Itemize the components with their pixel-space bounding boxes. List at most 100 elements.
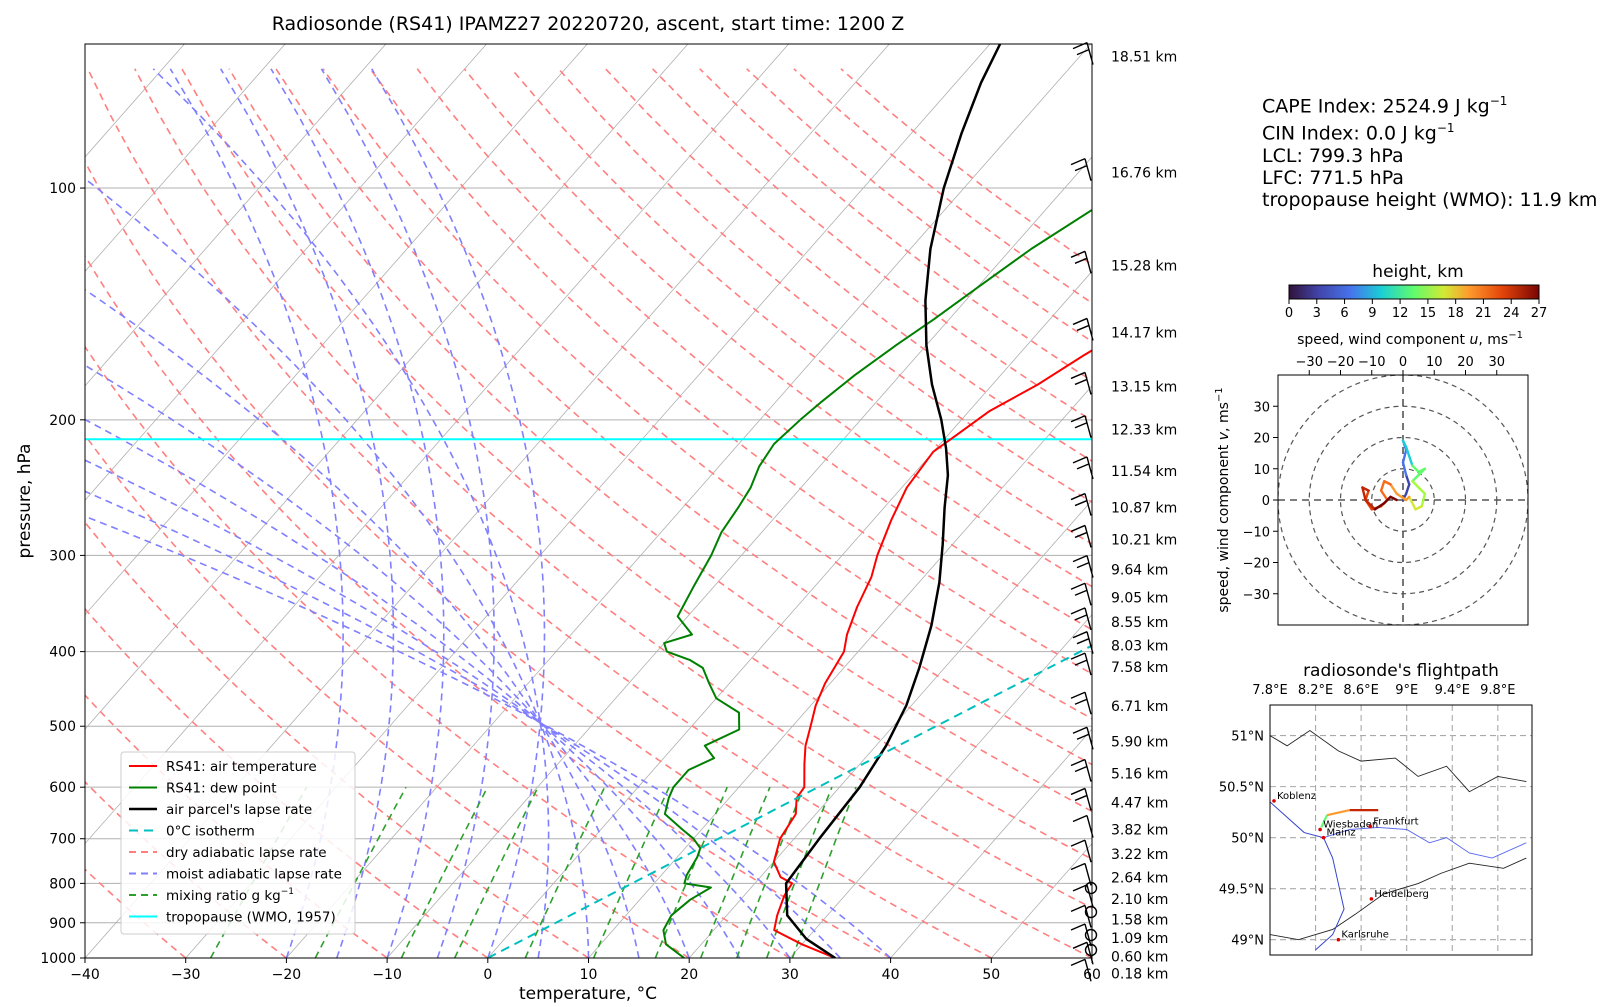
height-label: 0.60 km <box>1111 949 1168 965</box>
hodograph-ring <box>1339 436 1467 564</box>
hodograph-segment <box>1404 483 1411 495</box>
hodograph-segment <box>1361 486 1367 502</box>
colorbar-tick-label: 12 <box>1392 306 1409 321</box>
city-marker <box>1336 937 1341 942</box>
moist-adiabat <box>152 68 550 958</box>
hodograph-y-label: speed, wind component v, ms−1 <box>1214 387 1232 612</box>
wind-barb <box>1072 814 1094 838</box>
index-block: CAPE Index: 2524.9 J kg−1 CIN Index: 0.0… <box>1262 90 1597 211</box>
moist-adiabat <box>169 68 344 958</box>
y-tick-label: 700 <box>49 832 76 848</box>
flightpath-map: radiosonde's flightpath Koblenz Wiesbaden… <box>1219 661 1533 956</box>
wind-barb <box>1072 631 1094 654</box>
isotherm-line <box>386 156 1092 958</box>
isotherm-line <box>286 44 1092 958</box>
dry-adiabat <box>181 68 1092 860</box>
wind-barb <box>1072 941 1094 965</box>
mixing-ratio-line <box>699 786 771 958</box>
city-marker <box>1321 835 1326 840</box>
map-lon-label: 9.4°E <box>1435 683 1470 698</box>
map-lat-label: 50.5°N <box>1219 781 1264 796</box>
hodograph-x-tick-label: 30 <box>1488 355 1505 370</box>
city-marker <box>1272 799 1276 803</box>
height-labels: 18.51 km 16.76 km 15.28 km 14.17 km 13.15 km… <box>1111 50 1177 983</box>
wind-barb <box>1070 415 1092 438</box>
hodograph-segment <box>1404 445 1411 458</box>
y-tick-label: 600 <box>49 780 76 796</box>
wind-barb <box>1070 758 1092 782</box>
hodograph-segment <box>1389 483 1398 495</box>
height-label: 1.09 km <box>1111 931 1168 947</box>
colorbar-tick-label: 9 <box>1368 306 1376 321</box>
colorbar-ticks: 0 3 6 9 12 15 18 21 24 27 <box>1285 299 1547 321</box>
mixing-ratio-line <box>453 786 539 958</box>
city-label: Koblenz <box>1277 791 1316 802</box>
hodograph-segment <box>1411 473 1420 483</box>
hodograph-y-tick-label: 0 <box>1262 494 1270 509</box>
chart-title: Radiosonde (RS41) IPAMZ27 20220720, asce… <box>272 13 905 35</box>
lfc: LFC: 771.5 hPa <box>1262 166 1404 189</box>
wind-barb <box>1070 652 1092 676</box>
legend: RS41: air temperature RS41: dew point air … <box>120 751 356 935</box>
hodograph-segment <box>1401 461 1408 477</box>
hodograph-y-tick-label: −10 <box>1243 525 1270 540</box>
calm-wind-circle <box>1084 928 1098 942</box>
height-label: 10.87 km <box>1111 501 1177 517</box>
wind-barb <box>1070 158 1092 181</box>
isotherm-line <box>85 44 689 730</box>
height-label: 7.58 km <box>1111 660 1168 676</box>
dry-adiabat <box>510 68 1092 545</box>
isotherm-line <box>588 385 1092 958</box>
wind-barb <box>1072 317 1094 341</box>
wind-barb <box>1070 787 1092 811</box>
map-frame <box>1269 704 1533 956</box>
x-tick-label: 30 <box>781 967 799 983</box>
map-river <box>1323 826 1527 859</box>
x-tick-label: −20 <box>272 967 302 983</box>
legend-label: air parcel's lapse rate <box>166 802 312 818</box>
colorbar-tick-label: 3 <box>1313 306 1321 321</box>
height-label: 18.51 km <box>1111 50 1177 66</box>
height-label: 12.33 km <box>1111 423 1177 439</box>
colorbar-title: height, km <box>1372 262 1463 282</box>
height-label: 5.90 km <box>1111 734 1168 750</box>
dry-adiabat <box>85 868 187 958</box>
hodograph-x-tick-label: −20 <box>1327 355 1354 370</box>
isotherm-line <box>85 44 487 501</box>
mixing-ratio-line <box>400 786 489 958</box>
dry-adiabat <box>85 345 791 958</box>
wind-barb <box>1072 554 1094 578</box>
hodograph-segment <box>1379 480 1386 492</box>
wind-barb <box>1070 492 1092 516</box>
height-label: 2.64 km <box>1111 870 1168 886</box>
x-tick-label: 20 <box>680 967 698 983</box>
height-label: 4.47 km <box>1111 795 1168 811</box>
moist-adiabat <box>270 68 445 958</box>
x-tick-label: −30 <box>171 967 201 983</box>
height-label: 10.21 km <box>1111 532 1177 548</box>
moist-adiabat <box>85 418 741 958</box>
wind-barb <box>1072 456 1094 480</box>
map-lon-label: 9.8°E <box>1480 683 1515 698</box>
dry-adiabat <box>228 68 1092 813</box>
legend-label: RS41: dew point <box>166 781 277 797</box>
mixing-ratio-line <box>524 786 606 958</box>
height-label: 11.54 km <box>1111 464 1177 480</box>
moist-adiabat <box>220 68 395 958</box>
colorbar-tick-label: 21 <box>1475 306 1492 321</box>
city-label: Karlsruhe <box>1341 930 1389 941</box>
height-label: 0.18 km <box>1111 966 1168 982</box>
cape-index: CAPE Index: 2524.9 J kg−1 <box>1262 94 1508 118</box>
isotherm-line <box>789 614 1092 958</box>
wind-barb <box>1072 41 1094 65</box>
flight-track <box>1326 809 1350 817</box>
dry-adiabat <box>85 160 992 958</box>
city-label: Mainz <box>1327 828 1356 839</box>
height-label: 9.05 km <box>1111 590 1168 606</box>
map-lon-label: 8.6°E <box>1343 683 1378 698</box>
isotherm-line <box>85 44 789 845</box>
y-tick-label: 800 <box>49 876 76 892</box>
moist-adiabat <box>85 364 690 958</box>
city-marker <box>1368 824 1373 829</box>
wind-barb <box>1070 923 1092 947</box>
